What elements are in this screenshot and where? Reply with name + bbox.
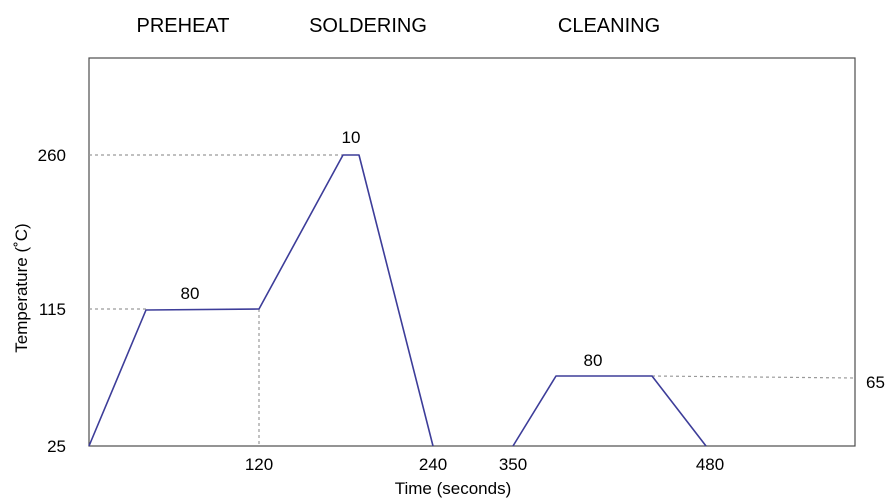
phase-label-soldering: SOLDERING	[309, 15, 427, 37]
annotation-cleaning-duration: 80	[584, 351, 603, 370]
x-tick-label-240: 240	[419, 455, 447, 474]
profile-line-preheat-soldering	[88, 154, 434, 447]
x-tick-label-350: 350	[499, 455, 527, 474]
x-tick-label-120: 120	[245, 455, 273, 474]
right-value-label-65: 65	[866, 373, 885, 392]
x-tick-label-480: 480	[696, 455, 724, 474]
y-tick-label-260: 260	[38, 146, 66, 165]
phase-label-preheat: PREHEAT	[137, 15, 230, 37]
guide-line-65	[651, 375, 856, 379]
annotation-preheat-duration: 80	[181, 284, 200, 303]
plot-frame	[88, 57, 856, 447]
y-axis-title: Temperature (˚C)	[12, 223, 31, 352]
y-tick-label-25: 25	[47, 437, 66, 456]
phase-label-cleaning: CLEANING	[558, 15, 660, 37]
annotation-peak-duration: 10	[342, 128, 361, 147]
y-tick-label-115: 115	[39, 300, 66, 319]
x-axis-title: Time (seconds)	[395, 479, 512, 498]
profile-line-cleaning	[512, 375, 707, 447]
